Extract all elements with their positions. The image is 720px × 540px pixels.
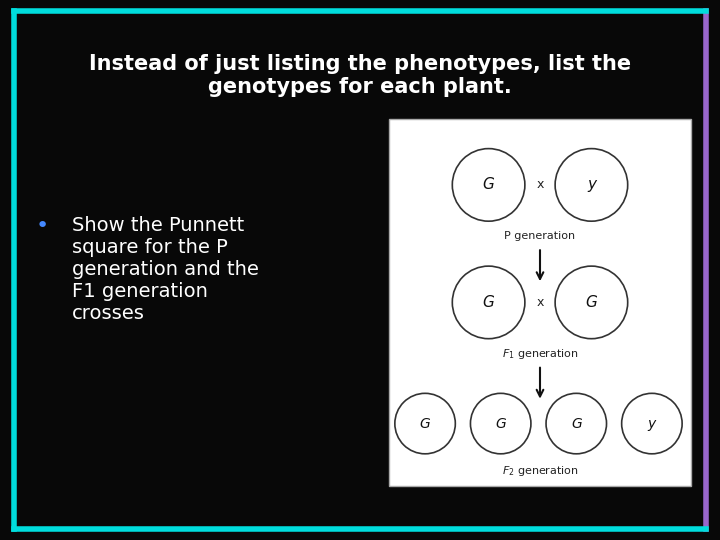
Text: x: x xyxy=(536,296,544,309)
Ellipse shape xyxy=(452,148,525,221)
Text: $F_1$ generation: $F_1$ generation xyxy=(502,347,578,361)
Text: Instead of just listing the phenotypes, list the
genotypes for each plant.: Instead of just listing the phenotypes, … xyxy=(89,54,631,97)
Ellipse shape xyxy=(546,393,606,454)
Ellipse shape xyxy=(555,266,628,339)
Ellipse shape xyxy=(621,393,682,454)
Text: G: G xyxy=(571,416,582,430)
Ellipse shape xyxy=(395,393,455,454)
Ellipse shape xyxy=(470,393,531,454)
Text: y: y xyxy=(648,416,656,430)
Ellipse shape xyxy=(452,266,525,339)
Text: y: y xyxy=(587,178,596,192)
Text: G: G xyxy=(495,416,506,430)
Text: P generation: P generation xyxy=(505,231,575,241)
Text: x: x xyxy=(536,178,544,191)
Bar xyxy=(389,119,691,486)
Text: G: G xyxy=(420,416,431,430)
Text: •: • xyxy=(36,216,49,236)
Text: Show the Punnett
square for the P
generation and the
F1 generation
crosses: Show the Punnett square for the P genera… xyxy=(72,216,259,323)
Text: G: G xyxy=(482,178,495,192)
Ellipse shape xyxy=(555,148,628,221)
Text: G: G xyxy=(482,295,495,310)
Text: G: G xyxy=(585,295,598,310)
Text: $F_2$ generation: $F_2$ generation xyxy=(502,464,578,478)
